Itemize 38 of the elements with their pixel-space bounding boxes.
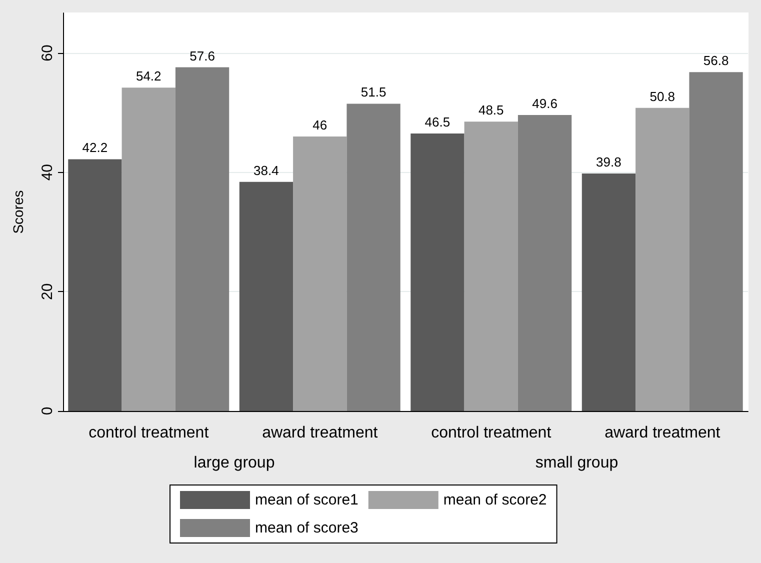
legend-label: mean of score3 (255, 520, 358, 536)
x-tick-label: control treatment (431, 424, 552, 442)
bar (582, 174, 636, 411)
y-tick-label: 60 (39, 44, 56, 62)
text: large group (194, 454, 275, 472)
bar (68, 159, 122, 411)
bar (518, 115, 572, 411)
data-label: 50.8 (650, 88, 676, 104)
data-label: 38.4 (254, 162, 279, 178)
bar (239, 182, 294, 411)
y-tick-label: 0 (39, 406, 56, 416)
y-tick-label: 20 (39, 283, 56, 300)
data-label: 48.5 (478, 102, 504, 118)
bar (636, 108, 690, 411)
legend-label: mean of score2 (443, 492, 547, 508)
text: small group (535, 454, 618, 472)
data-label: 42.2 (82, 140, 108, 156)
y-axis-title: Scores (10, 190, 26, 234)
bar (346, 104, 400, 411)
data-label: 57.6 (190, 48, 215, 64)
x-tick-label: control treatment (88, 424, 210, 442)
data-label: 39.8 (596, 154, 622, 170)
data-label: 49.6 (532, 96, 558, 112)
data-label: 56.8 (703, 53, 729, 68)
x-tick-label: award treatment (604, 424, 721, 442)
bar (122, 88, 176, 411)
bar (175, 67, 230, 411)
data-label: 46 (312, 118, 328, 133)
data-label: 51.5 (360, 84, 386, 100)
bar (293, 136, 347, 411)
y-tick-label: 40 (39, 164, 56, 181)
x-tick-label: award treatment (262, 424, 378, 442)
legend-label: mean of score1 (255, 492, 358, 508)
bar (410, 134, 464, 411)
bar (689, 72, 743, 411)
data-label: 46.5 (424, 114, 450, 130)
bar (464, 122, 518, 411)
data-label: 54.2 (136, 68, 162, 84)
